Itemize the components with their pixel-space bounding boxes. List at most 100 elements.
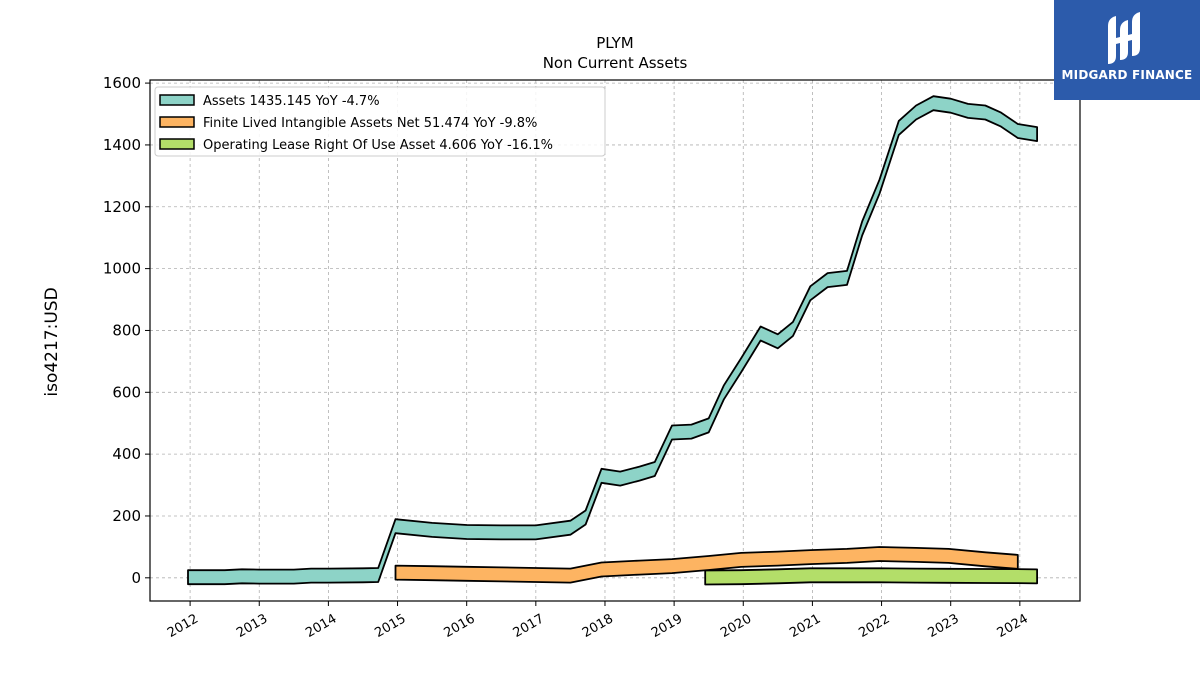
x-tick-label: 2012 <box>165 611 201 641</box>
data-point <box>1036 575 1038 577</box>
data-point <box>1017 561 1019 563</box>
chart-subtitle: Non Current Assets <box>543 54 688 72</box>
x-tick-label: 2013 <box>234 611 270 641</box>
data-point <box>187 576 189 578</box>
logo-text: MIDGARD FINANCE <box>1061 68 1193 82</box>
legend-label: Finite Lived Intangible Assets Net 51.47… <box>203 116 537 131</box>
legend-swatch <box>159 138 195 150</box>
data-point <box>394 571 396 573</box>
data-point <box>984 111 986 113</box>
data-point <box>915 574 917 576</box>
data-point <box>984 575 986 577</box>
data-point <box>1017 575 1019 577</box>
data-point <box>759 332 761 334</box>
legend-swatch <box>159 116 195 128</box>
data-point <box>1036 133 1038 135</box>
y-tick-label: 1000 <box>103 260 141 278</box>
data-point <box>638 472 640 474</box>
data-point <box>809 556 811 558</box>
data-point <box>707 562 709 564</box>
y-tick-label: 0 <box>131 569 141 587</box>
data-point <box>465 573 467 575</box>
x-tick-label: 2018 <box>580 611 616 641</box>
data-point <box>223 576 225 578</box>
data-point <box>690 430 692 432</box>
data-point <box>878 185 880 187</box>
data-point <box>707 424 709 426</box>
series-layer <box>187 95 1038 586</box>
chart-title: PLYM <box>596 34 634 52</box>
data-point <box>947 575 949 577</box>
x-tick-label: 2014 <box>303 611 339 641</box>
data-point <box>809 292 811 294</box>
data-point <box>826 279 828 281</box>
y-tick-label: 600 <box>112 383 141 401</box>
data-point <box>654 468 656 470</box>
x-tick-label: 2021 <box>787 611 823 641</box>
series-band <box>187 95 1038 586</box>
data-point <box>846 555 848 557</box>
y-tick-label: 1600 <box>103 74 141 92</box>
data-point <box>638 566 640 568</box>
data-point <box>984 558 986 560</box>
legend-label: Assets 1435.145 YoY -4.7% <box>203 94 380 109</box>
data-point <box>310 574 312 576</box>
data-point <box>967 110 969 112</box>
data-point <box>878 574 880 576</box>
series-band <box>704 567 1038 586</box>
data-point <box>431 572 433 574</box>
x-tick-label: 2016 <box>442 611 478 641</box>
data-point <box>777 557 779 559</box>
data-point <box>569 574 571 576</box>
data-point <box>362 574 364 576</box>
x-tick-label: 2023 <box>926 611 962 641</box>
data-point <box>535 574 537 576</box>
y-tick-label: 800 <box>112 321 141 339</box>
data-point <box>809 574 811 576</box>
data-point <box>777 340 779 342</box>
x-tick-label: 2017 <box>511 611 547 641</box>
data-point <box>465 531 467 533</box>
data-point <box>792 328 794 330</box>
data-point <box>723 391 725 393</box>
data-point <box>500 573 502 575</box>
data-point <box>949 104 951 106</box>
y-tick-label: 200 <box>112 507 141 525</box>
y-tick-label: 1400 <box>103 136 141 154</box>
y-tick-label: 400 <box>112 445 141 463</box>
data-point <box>846 574 848 576</box>
data-point <box>898 127 900 129</box>
midgard-finance-logo: MIDGARD FINANCE <box>1054 0 1200 100</box>
data-point <box>600 568 602 570</box>
x-tick-label: 2020 <box>718 611 754 641</box>
plot-frame <box>149 79 1081 602</box>
data-point <box>704 576 706 578</box>
data-point <box>241 575 243 577</box>
data-point <box>671 565 673 567</box>
data-point <box>740 576 742 578</box>
data-point <box>932 102 934 104</box>
data-point <box>293 575 295 577</box>
data-point <box>777 575 779 577</box>
x-tick-label: 2024 <box>995 611 1031 641</box>
data-point <box>915 554 917 556</box>
data-point <box>394 525 396 527</box>
data-point <box>671 431 673 433</box>
data-point <box>584 516 586 518</box>
legend-frame <box>154 86 606 157</box>
data-point <box>740 559 742 561</box>
legend-label: Operating Lease Right Of Use Asset 4.606… <box>203 138 553 153</box>
data-point <box>569 527 571 529</box>
data-point <box>377 574 379 576</box>
data-point <box>861 227 863 229</box>
data-point <box>740 364 742 366</box>
grid-layer <box>150 80 1080 601</box>
data-point <box>600 475 602 477</box>
x-tick-label: 2015 <box>372 611 408 641</box>
x-tick-label: 2019 <box>649 611 685 641</box>
x-tick-label: 2022 <box>856 611 892 641</box>
data-point <box>878 553 880 555</box>
data-point <box>846 277 848 279</box>
data-point <box>947 555 949 557</box>
